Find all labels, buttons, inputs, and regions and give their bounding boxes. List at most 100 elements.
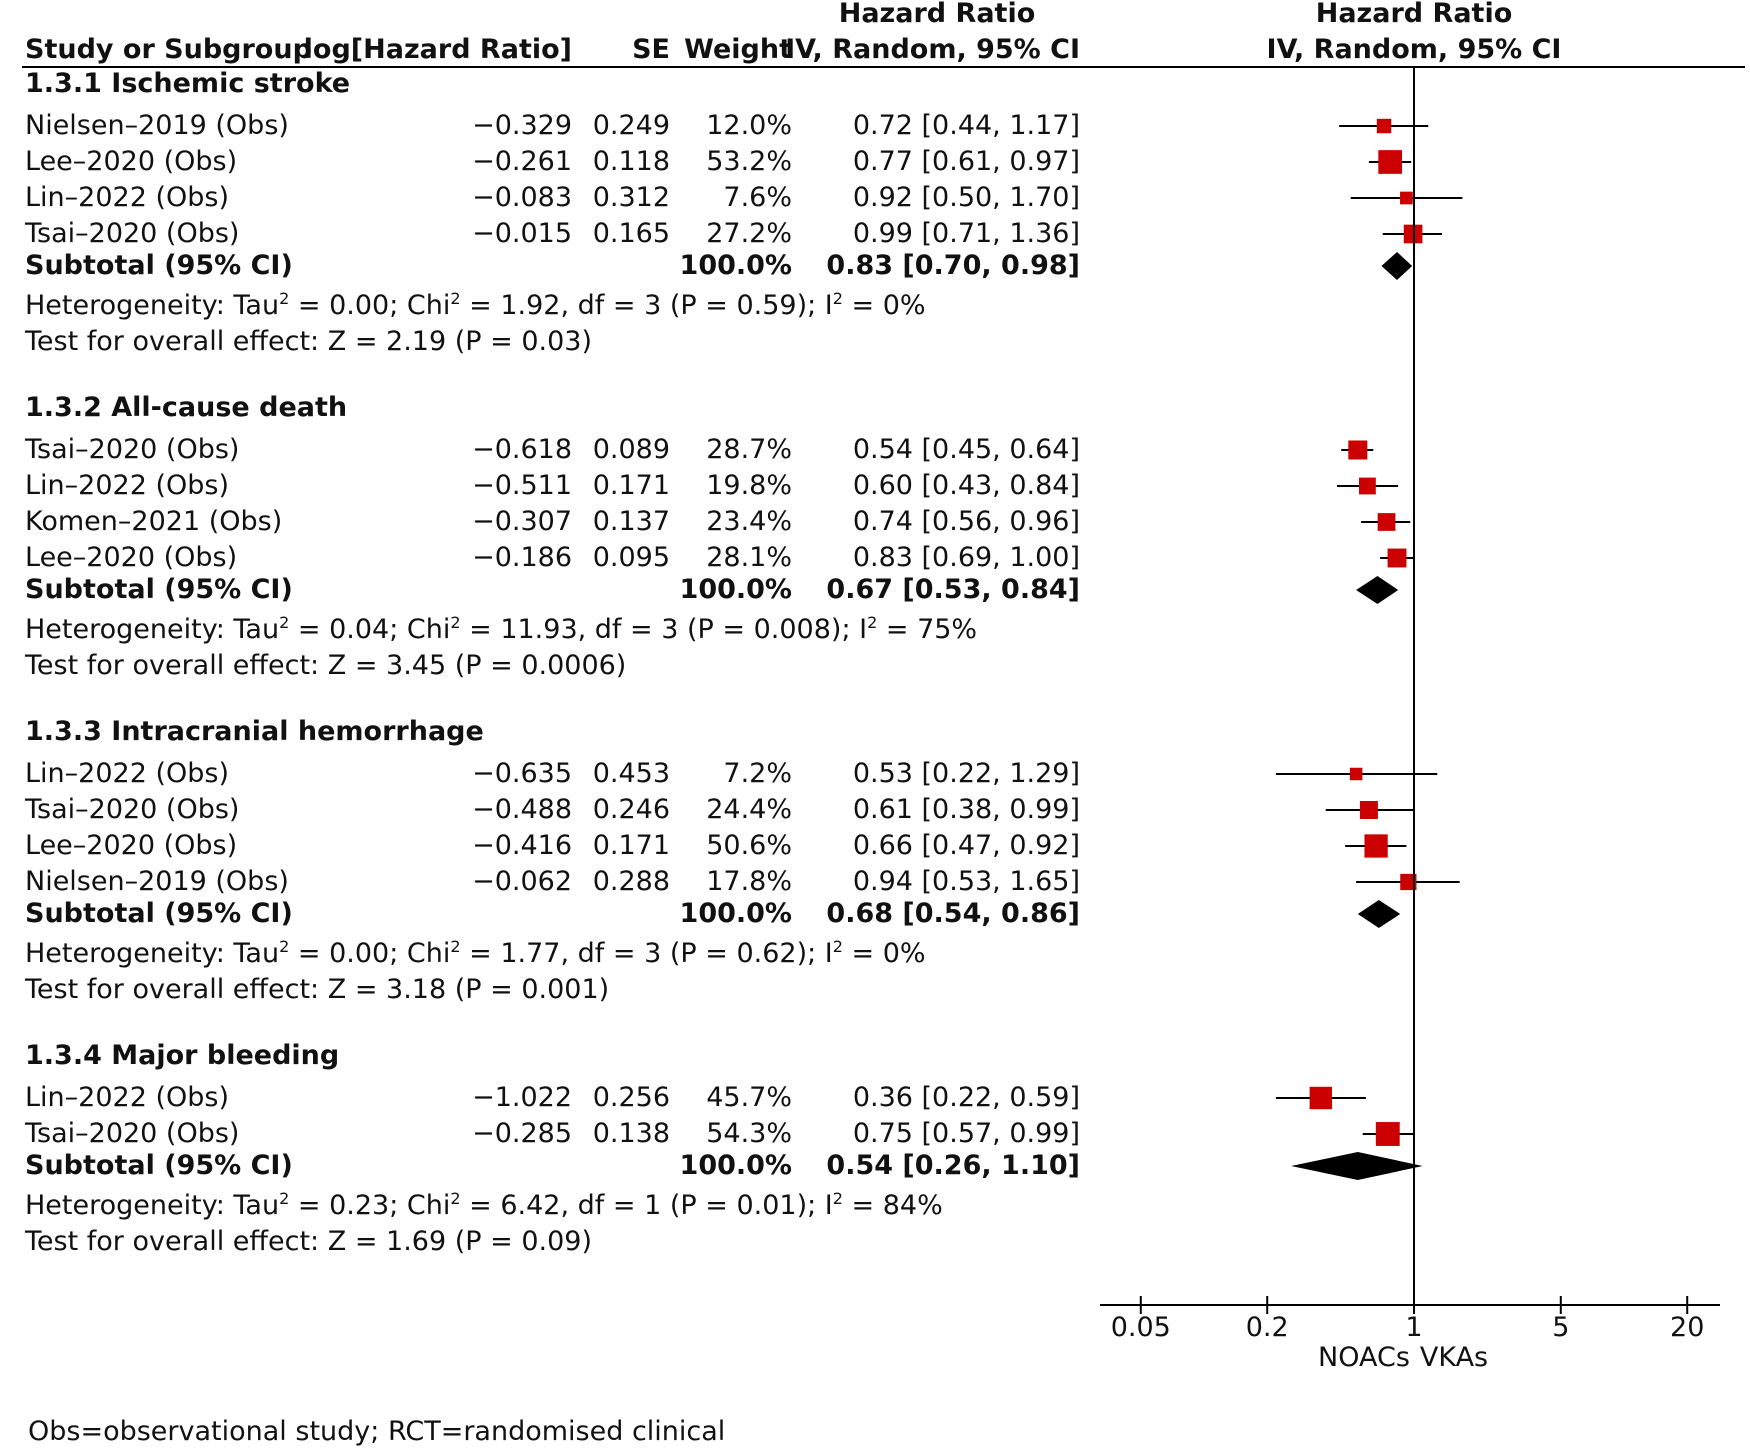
study-ci: 0.36 [0.22, 0.59] bbox=[852, 1082, 1080, 1113]
group-title: 1.3.4 Major bleeding bbox=[25, 1040, 340, 1071]
study-se: 0.171 bbox=[592, 470, 670, 501]
study-se: 0.137 bbox=[592, 506, 670, 537]
study-ci: 0.60 [0.43, 0.84] bbox=[852, 470, 1080, 501]
study-ci: 0.54 [0.45, 0.64] bbox=[852, 434, 1080, 465]
study-se: 0.118 bbox=[592, 146, 670, 177]
study-loghr: −0.635 bbox=[472, 758, 572, 789]
study-name: Nielsen–2019 (Obs) bbox=[25, 866, 289, 897]
subtotal-weight: 100.0% bbox=[679, 1150, 792, 1181]
study-weight: 28.1% bbox=[706, 542, 792, 573]
subtotal-diamond bbox=[1357, 900, 1401, 928]
study-name: Lin–2022 (Obs) bbox=[25, 1082, 229, 1113]
study-loghr: −0.307 bbox=[472, 506, 572, 537]
overall-effect-text: Test for overall effect: Z = 3.45 (P = 0… bbox=[25, 650, 627, 681]
study-loghr: −0.618 bbox=[472, 434, 572, 465]
study-loghr: −0.329 bbox=[472, 110, 572, 141]
effect-square bbox=[1376, 118, 1392, 134]
x-tick-label: 5 bbox=[1552, 1312, 1570, 1343]
study-ci: 0.99 [0.71, 1.36] bbox=[852, 218, 1080, 249]
effect-square bbox=[1377, 513, 1396, 531]
study-loghr: −0.083 bbox=[472, 182, 572, 213]
col-header-loghr: log[Hazard Ratio] bbox=[303, 34, 572, 65]
heterogeneity-text: Heterogeneity: Tau2 = 0.00; Chi2 = 1.92,… bbox=[25, 289, 926, 321]
study-se: 0.089 bbox=[592, 434, 670, 465]
effect-square bbox=[1349, 767, 1363, 781]
study-se: 0.171 bbox=[592, 830, 670, 861]
study-se: 0.246 bbox=[592, 794, 670, 825]
study-ci: 0.53 [0.22, 1.29] bbox=[852, 758, 1080, 789]
study-name: Tsai–2020 (Obs) bbox=[25, 1118, 240, 1149]
favours-left-label: NOACs bbox=[1318, 1342, 1410, 1373]
study-weight: 53.2% bbox=[706, 146, 792, 177]
heterogeneity-text: Heterogeneity: Tau2 = 0.04; Chi2 = 11.93… bbox=[25, 613, 978, 645]
study-name: Komen–2021 (Obs) bbox=[25, 506, 283, 537]
study-weight: 28.7% bbox=[706, 434, 792, 465]
x-tick-label: 1 bbox=[1405, 1312, 1423, 1343]
overall-effect-text: Test for overall effect: Z = 3.18 (P = 0… bbox=[25, 974, 610, 1005]
study-weight: 23.4% bbox=[706, 506, 792, 537]
effect-square bbox=[1348, 440, 1368, 460]
heterogeneity-text: Heterogeneity: Tau2 = 0.23; Chi2 = 6.42,… bbox=[25, 1189, 943, 1221]
study-name: Lin–2022 (Obs) bbox=[25, 182, 229, 213]
col-header-se: SE bbox=[632, 34, 670, 65]
effect-square bbox=[1359, 477, 1376, 495]
overall-effect-text: Test for overall effect: Z = 1.69 (P = 0… bbox=[25, 1226, 592, 1257]
group-title: 1.3.2 All-cause death bbox=[25, 392, 348, 423]
study-se: 0.453 bbox=[592, 758, 670, 789]
study-weight: 19.8% bbox=[706, 470, 792, 501]
study-ci: 0.61 [0.38, 0.99] bbox=[852, 794, 1080, 825]
study-se: 0.165 bbox=[592, 218, 670, 249]
effect-square bbox=[1400, 873, 1417, 891]
effect-square bbox=[1309, 1086, 1333, 1110]
effect-square bbox=[1364, 834, 1388, 858]
effect-square bbox=[1378, 150, 1403, 174]
subtotal-label: Subtotal (95% CI) bbox=[25, 574, 293, 605]
study-loghr: −0.062 bbox=[472, 866, 572, 897]
study-name: Tsai–2020 (Obs) bbox=[25, 794, 240, 825]
effect-square bbox=[1387, 548, 1407, 568]
subtotal-label: Subtotal (95% CI) bbox=[25, 250, 293, 281]
study-ci: 0.77 [0.61, 0.97] bbox=[852, 146, 1080, 177]
study-weight: 45.7% bbox=[706, 1082, 792, 1113]
subtotal-label: Subtotal (95% CI) bbox=[25, 898, 293, 929]
study-se: 0.256 bbox=[592, 1082, 670, 1113]
study-weight: 50.6% bbox=[706, 830, 792, 861]
study-ci: 0.66 [0.47, 0.92] bbox=[852, 830, 1080, 861]
study-loghr: −0.511 bbox=[472, 470, 572, 501]
subtotal-diamond bbox=[1381, 252, 1413, 280]
subtotal-ci: 0.67 [0.53, 0.84] bbox=[826, 574, 1080, 605]
study-se: 0.288 bbox=[592, 866, 670, 897]
study-ci: 0.83 [0.69, 1.00] bbox=[852, 542, 1080, 573]
footnote: Obs=observational study; RCT=randomised … bbox=[28, 1416, 726, 1447]
study-name: Tsai–2020 (Obs) bbox=[25, 218, 240, 249]
col-header-study: Study or Subgroup bbox=[25, 34, 312, 65]
plot-header-top: Hazard Ratio bbox=[1315, 0, 1513, 29]
study-loghr: −1.022 bbox=[472, 1082, 572, 1113]
effect-square bbox=[1400, 191, 1413, 205]
effect-square bbox=[1375, 1122, 1400, 1146]
x-tick-label: 0.2 bbox=[1245, 1312, 1289, 1343]
col-header-weight: Weight bbox=[684, 34, 792, 65]
study-weight: 54.3% bbox=[706, 1118, 792, 1149]
group-title: 1.3.1 Ischemic stroke bbox=[25, 68, 351, 99]
study-weight: 27.2% bbox=[706, 218, 792, 249]
subtotal-weight: 100.0% bbox=[679, 574, 792, 605]
plot-header-bottom: IV, Random, 95% CI bbox=[1266, 34, 1562, 65]
study-name: Nielsen–2019 (Obs) bbox=[25, 110, 289, 141]
col-header-hr-bottom: IV, Random, 95% CI bbox=[785, 34, 1080, 65]
overall-effect-text: Test for overall effect: Z = 2.19 (P = 0… bbox=[25, 326, 592, 357]
subtotal-ci: 0.83 [0.70, 0.98] bbox=[826, 250, 1080, 281]
study-ci: 0.92 [0.50, 1.70] bbox=[852, 182, 1080, 213]
study-se: 0.249 bbox=[592, 110, 670, 141]
col-header-hr-top: Hazard Ratio bbox=[838, 0, 1036, 29]
x-tick-label: 0.05 bbox=[1110, 1312, 1171, 1343]
study-ci: 0.94 [0.53, 1.65] bbox=[852, 866, 1080, 897]
subtotal-diamond bbox=[1356, 576, 1399, 604]
study-loghr: −0.416 bbox=[472, 830, 572, 861]
study-se: 0.095 bbox=[592, 542, 670, 573]
study-loghr: −0.015 bbox=[472, 218, 572, 249]
study-loghr: −0.186 bbox=[472, 542, 572, 573]
effect-square bbox=[1359, 801, 1378, 819]
study-se: 0.312 bbox=[592, 182, 670, 213]
